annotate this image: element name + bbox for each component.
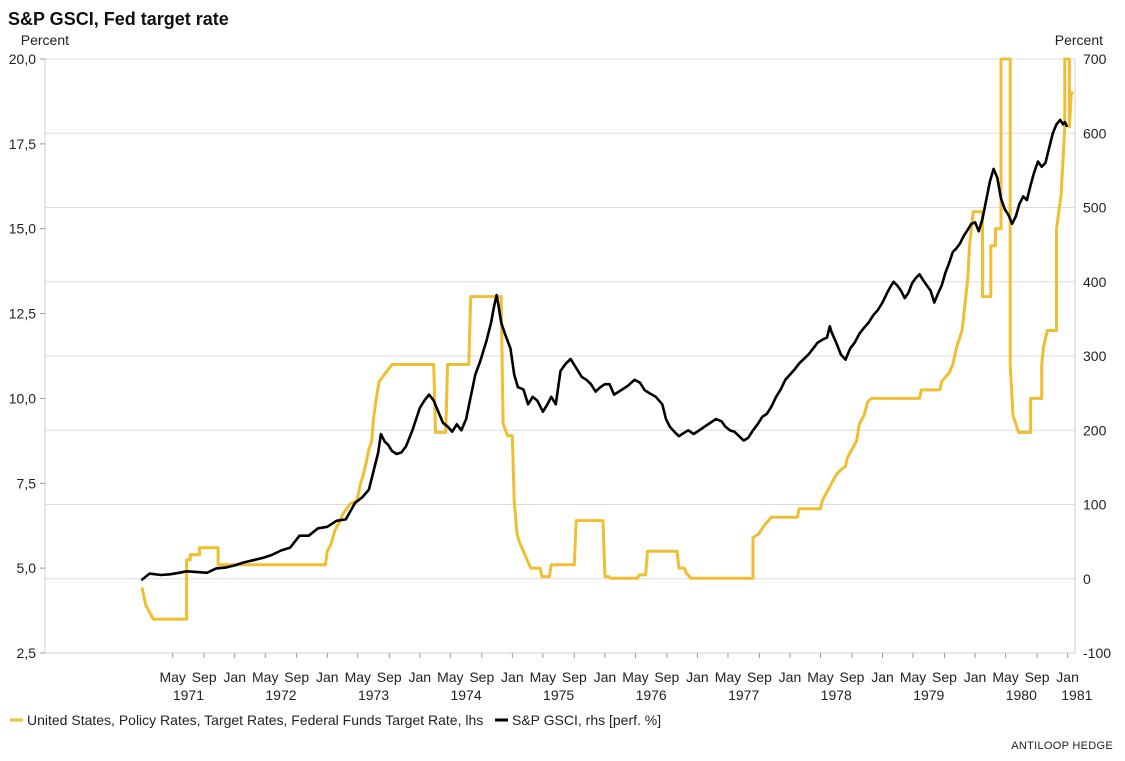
month-tick-label: Jan (409, 669, 432, 685)
month-tick-label: Jan (686, 669, 709, 685)
right-axis-ticks: -100 0 100 200 300 400 500 600 700 (1083, 51, 1111, 661)
left-axis-unit: Percent (21, 32, 69, 48)
series-lines (140, 57, 1074, 621)
month-tick-label: Jan (779, 669, 802, 685)
left-axis-ticks: 2,5 5,0 7,5 10,0 12,5 15,0 17,5 20,0 (9, 51, 36, 661)
year-tick-label: 1980 (1006, 687, 1037, 703)
x-axis-ticks: May Sep Jan May Sep Jan May Sep Jan May Sep Jan May S… (159, 653, 1093, 703)
month-tick-label: Jan (594, 669, 617, 685)
legend-label: United States, Policy Rates, Target Rate… (27, 712, 483, 728)
year-tick-label: 1979 (913, 687, 944, 703)
month-tick-label: Jan (871, 669, 894, 685)
month-tick-label: Sep (747, 669, 772, 685)
month-tick-label: Sep (377, 669, 402, 685)
right-tick-label: 400 (1083, 274, 1107, 290)
legend: United States, Policy Rates, Target Rate… (10, 712, 661, 728)
left-tick-label: 7,5 (17, 475, 37, 491)
year-tick-label: 1973 (358, 687, 389, 703)
month-tick-label: Sep (840, 669, 865, 685)
left-tick-label: 12,5 (9, 306, 36, 322)
chart-title: S&P GSCI, Fed target rate (8, 9, 229, 29)
year-tick-label: 1971 (173, 687, 204, 703)
month-tick-label: May (622, 669, 648, 685)
month-tick-label: Sep (562, 669, 587, 685)
month-tick-label: Sep (192, 669, 217, 685)
month-tick-label: May (715, 669, 741, 685)
left-tick-label: 20,0 (9, 51, 36, 67)
month-tick-label: Jan (1056, 669, 1079, 685)
right-tick-label: 500 (1083, 200, 1107, 216)
month-tick-label: Sep (654, 669, 679, 685)
month-tick-label: May (252, 669, 278, 685)
fed-funds-target-rate-line (140, 57, 1074, 621)
left-tick-label: 10,0 (9, 390, 36, 406)
right-tick-label: 0 (1083, 571, 1091, 587)
year-tick-label: 1974 (450, 687, 481, 703)
left-tick-label: 2,5 (17, 645, 37, 661)
axes (40, 58, 1076, 654)
month-tick-label: Sep (932, 669, 957, 685)
month-tick-label: May (992, 669, 1018, 685)
right-tick-label: 300 (1083, 348, 1107, 364)
month-tick-label: May (530, 669, 556, 685)
right-axis-unit: Percent (1055, 32, 1103, 48)
credit-label: ANTILOOP HEDGE (1011, 740, 1113, 752)
month-tick-label: May (900, 669, 926, 685)
left-tick-label: 17,5 (9, 136, 36, 152)
left-tick-label: 15,0 (9, 221, 36, 237)
right-tick-label: -100 (1083, 645, 1111, 661)
right-tick-label: 600 (1083, 125, 1107, 141)
month-tick-label: May (159, 669, 185, 685)
month-tick-label: Sep (469, 669, 494, 685)
month-tick-label: Jan (223, 669, 246, 685)
month-tick-label: May (807, 669, 833, 685)
year-tick-label: 1972 (265, 687, 296, 703)
month-tick-label: Jan (501, 669, 524, 685)
month-tick-label: Sep (284, 669, 309, 685)
month-tick-label: Sep (1025, 669, 1050, 685)
month-tick-label: May (437, 669, 463, 685)
year-tick-label: 1976 (636, 687, 667, 703)
right-tick-label: 100 (1083, 497, 1107, 513)
gridlines (45, 58, 1075, 654)
right-tick-label: 700 (1083, 51, 1107, 67)
year-tick-label: 1981 (1061, 687, 1092, 703)
legend-label: S&P GSCI, rhs [perf. %] (512, 712, 661, 728)
year-tick-label: 1975 (543, 687, 574, 703)
month-tick-label: May (345, 669, 371, 685)
month-tick-label: Jan (964, 669, 987, 685)
sp-gsci-line (140, 118, 1068, 581)
right-tick-label: 200 (1083, 422, 1107, 438)
year-tick-label: 1978 (821, 687, 852, 703)
left-tick-label: 5,0 (17, 560, 37, 576)
year-tick-label: 1977 (728, 687, 759, 703)
month-tick-label: Jan (316, 669, 339, 685)
